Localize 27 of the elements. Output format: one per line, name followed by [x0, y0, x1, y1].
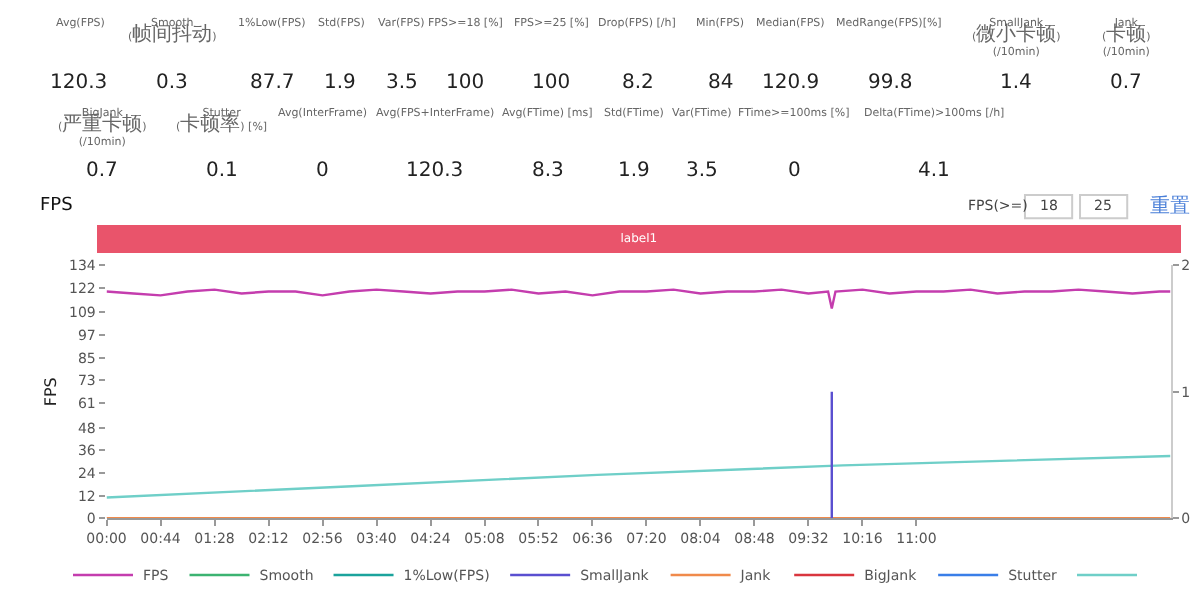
text: 0.7 — [86, 160, 118, 182]
text: 8.2 — [622, 72, 654, 94]
text: 100 — [446, 72, 485, 94]
text: 120.9 — [762, 72, 820, 94]
text: 0 — [316, 160, 329, 182]
text: 87.7 — [250, 72, 295, 94]
text: 3.5 — [686, 160, 718, 182]
text: 0.1 — [206, 160, 238, 182]
text: 1.9 — [618, 160, 650, 182]
text: 120.3 — [50, 72, 108, 94]
text: 1.9 — [324, 72, 356, 94]
y-axis-title: FPS — [42, 377, 61, 407]
text: 120.3 — [406, 160, 464, 182]
text: 重置 — [1150, 194, 1190, 218]
line-series — [106, 288, 1171, 310]
text: 0.7 — [1110, 72, 1142, 94]
chart-title: FPS — [40, 196, 74, 216]
text: 100 — [532, 72, 571, 94]
text: 4.1 — [918, 160, 950, 182]
text: 84 — [708, 72, 734, 94]
text: 0 — [788, 160, 801, 182]
text: 1.4 — [1000, 72, 1032, 94]
text: 0.3 — [156, 72, 188, 94]
line-series — [106, 454, 1171, 499]
text: 99.8 — [868, 72, 913, 94]
text: 3.5 — [386, 72, 418, 94]
text: 8.3 — [532, 160, 564, 182]
